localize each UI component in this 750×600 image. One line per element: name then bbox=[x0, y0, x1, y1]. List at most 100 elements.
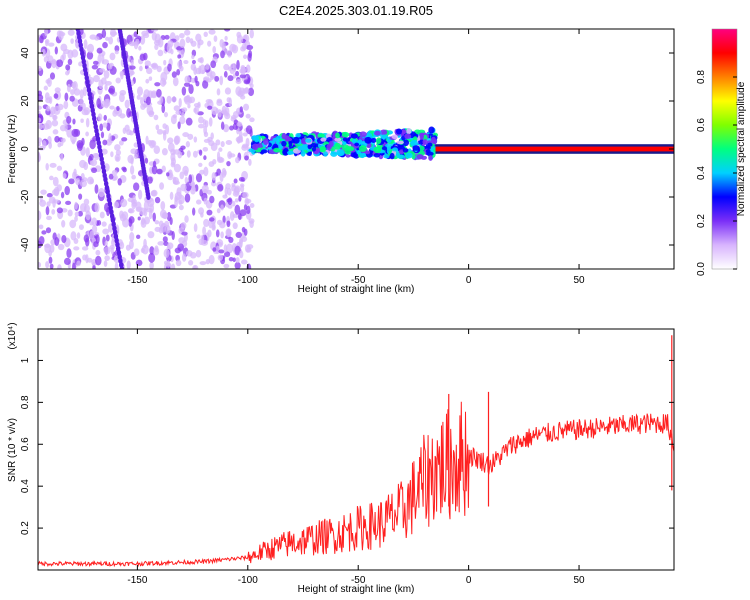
spectral-blob bbox=[96, 98, 101, 109]
spectral-blob bbox=[95, 255, 102, 266]
spectral-blob bbox=[242, 132, 248, 137]
spectral-blob bbox=[63, 257, 71, 266]
spectral-blob bbox=[78, 193, 83, 200]
snr-series-line bbox=[38, 401, 674, 568]
colorbar-frame bbox=[711, 28, 738, 270]
spectral-blob bbox=[226, 160, 231, 167]
spectral-blob bbox=[193, 223, 198, 233]
spectral-blob bbox=[181, 107, 188, 113]
spectral-blob bbox=[218, 147, 223, 152]
spectral-blob bbox=[43, 85, 48, 91]
spectral-blob bbox=[38, 210, 42, 221]
spectral-blob bbox=[67, 29, 75, 36]
spectral-blob bbox=[183, 95, 190, 103]
spectral-blob bbox=[157, 241, 165, 246]
snr-spikes bbox=[448, 335, 673, 507]
spectral-blob bbox=[139, 65, 143, 72]
spectral-blob bbox=[83, 39, 88, 50]
spectral-blob bbox=[244, 155, 249, 161]
spectral-blob bbox=[82, 254, 87, 261]
spectral-blob bbox=[49, 162, 57, 168]
spectral-blob bbox=[246, 263, 252, 269]
spectral-blob bbox=[150, 29, 159, 32]
spectral-blob bbox=[207, 229, 212, 238]
spectral-blob bbox=[154, 226, 161, 232]
spectral-blob bbox=[102, 41, 108, 49]
spectral-blob bbox=[201, 184, 209, 194]
spectral-blob bbox=[61, 137, 66, 143]
spectral-blob bbox=[60, 153, 64, 161]
spectral-blob bbox=[112, 174, 118, 181]
spectral-blob bbox=[249, 29, 254, 39]
spectral-blob bbox=[226, 187, 232, 196]
spectral-blob bbox=[174, 135, 181, 145]
spectral-blob bbox=[130, 148, 138, 155]
spectral-blob bbox=[109, 52, 116, 61]
band-blob bbox=[365, 132, 373, 138]
spectral-blob bbox=[214, 75, 220, 82]
spectral-blob bbox=[108, 173, 114, 180]
band-blob bbox=[311, 146, 316, 152]
band-blob bbox=[320, 137, 327, 142]
spectral-blob bbox=[148, 252, 156, 263]
spectral-blob bbox=[220, 141, 225, 148]
colorbar-label: Normalized spectral amplitude bbox=[736, 81, 747, 216]
x-tick-label: 50 bbox=[573, 575, 585, 586]
spectral-blob bbox=[108, 36, 114, 45]
spectral-blob bbox=[243, 204, 248, 211]
y-tick-label: -20 bbox=[20, 189, 31, 204]
spectral-blob bbox=[101, 29, 107, 39]
spectral-blob bbox=[161, 165, 166, 173]
spectral-blob bbox=[247, 52, 252, 62]
band-blob bbox=[295, 133, 301, 138]
spectral-blob bbox=[216, 100, 223, 107]
spectral-blob bbox=[217, 183, 224, 192]
spectral-blob bbox=[76, 140, 84, 149]
spectral-blob bbox=[178, 97, 182, 108]
spectral-blob bbox=[128, 239, 134, 250]
spectral-blob bbox=[44, 29, 48, 37]
spectral-blob bbox=[98, 187, 105, 198]
snr-y-multiplier: (x10⁴) bbox=[7, 322, 18, 349]
spectral-blob bbox=[188, 84, 194, 95]
spectral-blob bbox=[56, 59, 64, 68]
band-blob bbox=[416, 153, 424, 160]
spectral-blob bbox=[47, 55, 54, 64]
spectral-blob bbox=[85, 147, 90, 158]
spectral-blob bbox=[138, 189, 143, 200]
band-blob bbox=[374, 130, 381, 136]
spectral-blob bbox=[242, 191, 249, 199]
spectral-blob bbox=[244, 244, 251, 253]
spectral-blob bbox=[128, 216, 135, 224]
spectral-blob bbox=[197, 111, 204, 116]
spectral-blob bbox=[72, 118, 76, 125]
spectral-blob bbox=[116, 105, 120, 112]
spectral-blob bbox=[148, 110, 155, 115]
spectral-blob bbox=[69, 219, 77, 229]
spectral-blob bbox=[114, 45, 120, 52]
spectral-blob bbox=[198, 65, 202, 75]
spectral-blob bbox=[145, 135, 149, 145]
band-blob bbox=[253, 136, 259, 141]
spectral-blob bbox=[74, 211, 80, 217]
spectral-blob bbox=[185, 117, 193, 126]
spectrogram-x-ticks: -150 -100 -50 0 50 bbox=[127, 29, 585, 286]
spectral-blob bbox=[197, 123, 205, 129]
spectral-blob bbox=[70, 231, 77, 241]
spectrogram-x-label: Height of straight line (km) bbox=[298, 284, 415, 295]
spectral-blob bbox=[56, 207, 64, 214]
spectral-blob bbox=[118, 140, 124, 146]
spectral-blob bbox=[45, 206, 50, 216]
spectral-blob bbox=[232, 222, 238, 230]
spectral-blob bbox=[234, 245, 241, 256]
spectral-blob bbox=[98, 79, 104, 90]
spectral-blob bbox=[205, 78, 212, 83]
spectral-blob bbox=[66, 83, 71, 93]
spectral-blob bbox=[227, 75, 234, 82]
spectral-blob bbox=[174, 197, 178, 208]
band-blob bbox=[410, 139, 418, 147]
spectral-blob bbox=[67, 209, 73, 217]
spectral-blob bbox=[94, 36, 100, 41]
spectral-blob bbox=[81, 109, 89, 116]
spectral-blob bbox=[83, 234, 90, 243]
